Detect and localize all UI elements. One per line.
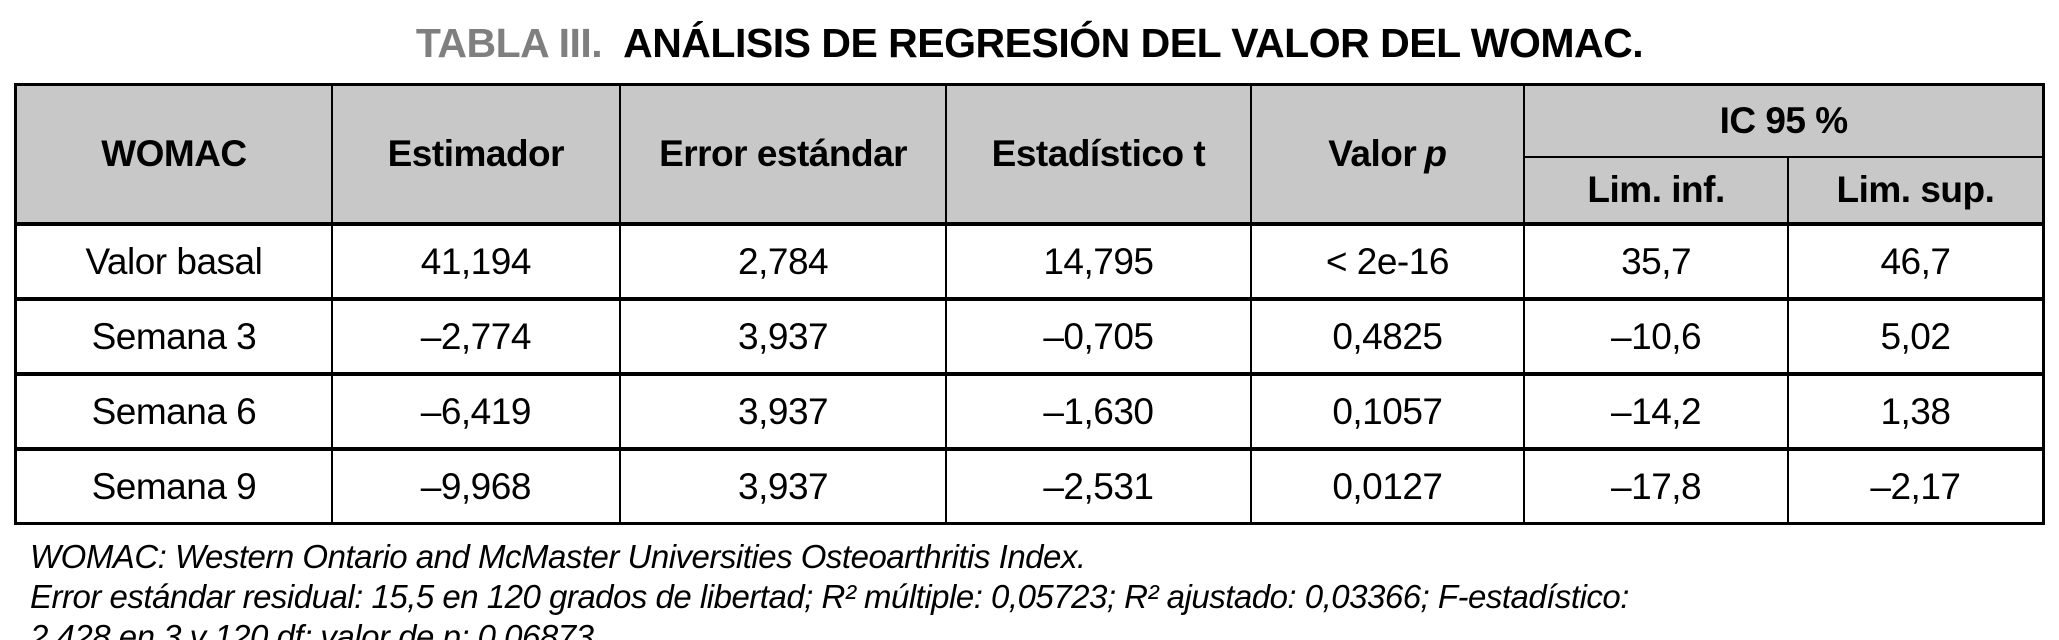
col-header-lim-sup: Lim. sup. [1786, 156, 2045, 225]
table-title: TABLA III. ANÁLISIS DE REGRESIÓN DEL VAL… [0, 20, 2059, 67]
cell-estadistico-t: 14,795 [945, 222, 1252, 300]
cell-error-estandar: 3,937 [618, 447, 948, 525]
cell-valor-p: < 2e-16 [1249, 222, 1526, 300]
valor-p-prefix: Valor [1328, 133, 1417, 174]
valor-p-symbol: p [1424, 133, 1447, 174]
col-header-estadistico-t: Estadístico t [945, 83, 1252, 225]
cell-lim-inf: –10,6 [1523, 297, 1789, 375]
table-row-valor-basal: Valor basal 41,194 2,784 14,795 < 2e-16 … [14, 222, 2045, 300]
row-label: Semana 6 [14, 372, 333, 450]
col-header-valor-p: Valor p [1249, 83, 1526, 225]
cell-estadistico-t: –0,705 [945, 297, 1252, 375]
cell-error-estandar: 3,937 [618, 372, 948, 450]
footnote-model-stats-line1: Error estándar residual: 15,5 en 120 gra… [30, 578, 1629, 615]
footnotes: WOMAC: Western Ontario and McMaster Univ… [30, 537, 2059, 640]
regression-table: WOMAC Estimador Error estándar Estadísti… [14, 83, 2045, 525]
cell-error-estandar: 3,937 [618, 297, 948, 375]
cell-lim-inf: 35,7 [1523, 222, 1789, 300]
cell-valor-p: 0,4825 [1249, 297, 1526, 375]
col-header-lim-inf: Lim. inf. [1523, 156, 1789, 225]
cell-estadistico-t: –2,531 [945, 447, 1252, 525]
col-header-error-estandar: Error estándar [618, 83, 948, 225]
cell-lim-sup: 1,38 [1786, 372, 2045, 450]
row-label: Semana 9 [14, 447, 333, 525]
col-header-womac: WOMAC [14, 83, 333, 225]
cell-estadistico-t: –1,630 [945, 372, 1252, 450]
cell-valor-p: 0,1057 [1249, 372, 1526, 450]
table-body: Valor basal 41,194 2,784 14,795 < 2e-16 … [14, 222, 2045, 525]
cell-lim-sup: 5,02 [1786, 297, 2045, 375]
cell-error-estandar: 2,784 [618, 222, 948, 300]
cell-lim-inf: –14,2 [1523, 372, 1789, 450]
table-title-text: ANÁLISIS DE REGRESIÓN DEL VALOR DEL WOMA… [623, 20, 1644, 66]
col-header-estimador: Estimador [330, 83, 621, 225]
table-row-semana-6: Semana 6 –6,419 3,937 –1,630 0,1057 –14,… [14, 372, 2045, 450]
cell-lim-inf: –17,8 [1523, 447, 1789, 525]
cell-valor-p: 0,0127 [1249, 447, 1526, 525]
table-row-semana-9: Semana 9 –9,968 3,937 –2,531 0,0127 –17,… [14, 447, 2045, 525]
col-header-ic95-group: IC 95 % [1523, 83, 2045, 158]
table-title-label: TABLA III. [415, 20, 603, 66]
cell-lim-sup: –2,17 [1786, 447, 2045, 525]
table-row-semana-3: Semana 3 –2,774 3,937 –0,705 0,4825 –10,… [14, 297, 2045, 375]
footnote-womac-definition: WOMAC: Western Ontario and McMaster Univ… [30, 538, 1086, 575]
cell-lim-sup: 46,7 [1786, 222, 2045, 300]
table-header: WOMAC Estimador Error estándar Estadísti… [14, 83, 2045, 225]
cell-estimador: –2,774 [330, 297, 621, 375]
row-label: Valor basal [14, 222, 333, 300]
cell-estimador: –9,968 [330, 447, 621, 525]
footnote-model-stats-line2: 2,428 en 3 y 120 df; valor de p: 0,06873… [30, 618, 603, 640]
row-label: Semana 3 [14, 297, 333, 375]
cell-estimador: 41,194 [330, 222, 621, 300]
cell-estimador: –6,419 [330, 372, 621, 450]
